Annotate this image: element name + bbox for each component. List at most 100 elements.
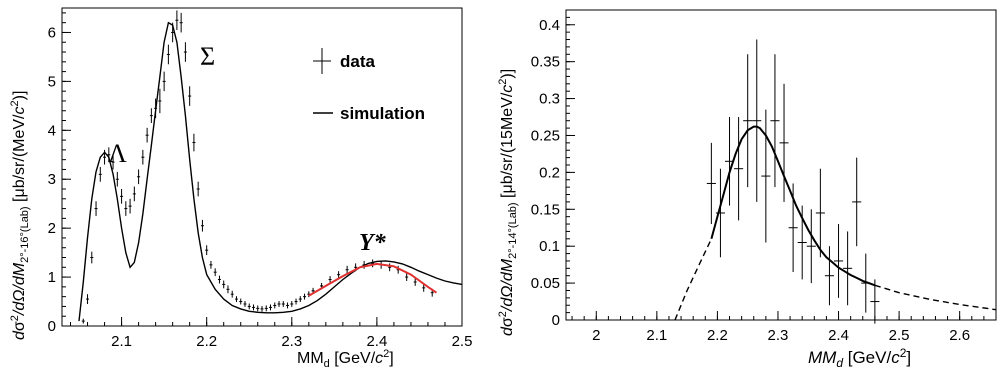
data-point xyxy=(222,280,226,289)
right-chart: 2 2.1 2.2 2.3 2.4 2.5 2.6 0 0.05 0.1 0.15 0.2 0.25 0.… xyxy=(497,9,997,370)
data-point xyxy=(200,219,204,232)
x-tick-label: 2.4 xyxy=(828,327,849,344)
data-point xyxy=(196,181,200,197)
x-tick-label: 2.5 xyxy=(452,333,473,350)
x-tick-label: 2.4 xyxy=(366,333,387,350)
data-point xyxy=(132,186,136,202)
y-tick-label: 0.2 xyxy=(539,164,560,181)
data-point xyxy=(166,44,170,65)
x-tick-label: 2 xyxy=(592,327,600,344)
y-tick-label: 0.1 xyxy=(539,238,560,255)
legend-data-label: data xyxy=(340,52,376,71)
data-point xyxy=(843,231,853,306)
sigma-peak-label: Σ xyxy=(200,42,215,71)
series-fit-line xyxy=(710,125,876,287)
data-point xyxy=(388,263,392,272)
legend-simulation-label: simulation xyxy=(340,104,425,123)
x-tick-label: 2.3 xyxy=(768,327,789,344)
right-y-axis-label: dσ2/dΩ/dM2°-14°(Lab) [μb/sr/(15MeV/c2)] xyxy=(497,69,519,336)
data-point xyxy=(183,42,187,62)
data-point xyxy=(286,302,290,309)
data-point xyxy=(852,157,862,247)
x-tick-label: 2.1 xyxy=(111,333,132,350)
data-point xyxy=(281,301,285,307)
data-point xyxy=(192,133,196,152)
data-point xyxy=(779,83,789,202)
y-tick-label: 0 xyxy=(552,312,560,329)
y-tick-label: 0 xyxy=(48,318,56,335)
data-point xyxy=(234,296,238,303)
y-tick-label: 1 xyxy=(48,269,56,286)
data-point xyxy=(328,276,332,283)
data-point xyxy=(706,142,716,225)
x-tick-label: 2.2 xyxy=(196,333,217,350)
series-simulation-line xyxy=(78,21,463,322)
data-point xyxy=(111,154,115,170)
data-point xyxy=(761,109,771,243)
data-point xyxy=(824,246,834,306)
series-extrapolation-high-line xyxy=(874,284,997,311)
right-data-layer xyxy=(674,39,997,324)
y-tick-label: 3 xyxy=(48,171,56,188)
data-point xyxy=(770,54,780,188)
left-chart: 2.1 2.2 2.3 2.4 2.5 0 1 2 3 4 5 6 Λ Σ Y* data simul… xyxy=(9,7,473,370)
lambda-peak-label: Λ xyxy=(108,139,127,168)
data-point xyxy=(243,301,247,307)
y-tick-label: 4 xyxy=(48,122,56,139)
data-point xyxy=(239,298,243,305)
data-point xyxy=(743,54,753,188)
y-tick-label: 2 xyxy=(48,220,56,237)
y-tick-label: 0.15 xyxy=(531,201,560,218)
data-point xyxy=(137,169,141,185)
data-point xyxy=(179,12,183,33)
data-point xyxy=(226,285,230,294)
y-tick-label: 0.35 xyxy=(531,54,560,71)
data-point xyxy=(128,198,132,214)
data-point xyxy=(290,301,294,307)
data-point xyxy=(260,305,264,312)
left-x-axis-label: MMd [GeV/c2] xyxy=(297,348,394,370)
data-point xyxy=(251,304,255,311)
data-point xyxy=(303,293,307,300)
data-point xyxy=(715,168,725,258)
left-axis-ticks: 2.1 2.2 2.3 2.4 2.5 0 1 2 3 4 5 6 xyxy=(48,12,473,350)
data-point xyxy=(298,296,302,303)
x-tick-label: 2.2 xyxy=(707,327,728,344)
left-y-axis-label: dσ2/dΩ/dM2°-16°(Lab) [μb/sr/(MeV/c2)] xyxy=(9,91,31,340)
data-point xyxy=(247,303,251,310)
data-point xyxy=(162,71,166,92)
data-point xyxy=(269,304,273,311)
data-point xyxy=(345,265,349,274)
series-extrapolation-low-line xyxy=(674,238,713,321)
x-tick-label: 2.3 xyxy=(281,333,302,350)
data-point xyxy=(264,305,268,312)
data-point xyxy=(205,245,209,256)
data-point xyxy=(413,278,417,286)
data-point xyxy=(81,318,85,324)
data-point xyxy=(371,259,375,268)
data-point xyxy=(752,39,762,202)
data-point xyxy=(209,260,213,269)
data-point xyxy=(213,268,217,277)
left-plot-frame xyxy=(61,7,463,327)
right-plot-frame xyxy=(565,9,997,321)
right-x-axis-label: MMd [GeV/c2] xyxy=(808,346,911,370)
y-tick-label: 0.3 xyxy=(539,91,560,108)
data-point xyxy=(188,86,192,106)
data-point xyxy=(120,189,124,204)
x-tick-label: 2.6 xyxy=(949,327,970,344)
data-point xyxy=(158,88,162,114)
data-point xyxy=(870,279,880,324)
data-point xyxy=(145,127,149,143)
y-tick-label: 0.4 xyxy=(539,17,560,34)
data-point xyxy=(98,167,102,182)
data-point xyxy=(149,108,153,123)
data-point xyxy=(806,209,816,284)
ystar-peak-label: Y* xyxy=(359,230,387,256)
data-point xyxy=(90,251,94,264)
data-point xyxy=(337,271,341,279)
data-point xyxy=(175,10,179,31)
data-point xyxy=(94,201,98,216)
y-tick-label: 6 xyxy=(48,24,56,41)
